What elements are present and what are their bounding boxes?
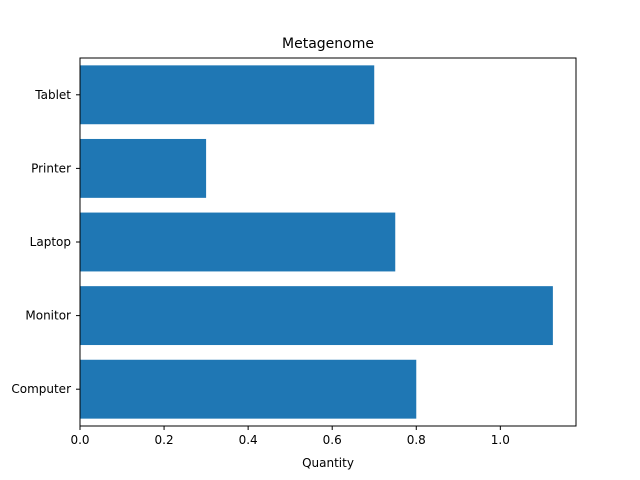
x-axis-label: Quantity	[302, 456, 354, 470]
plot-area-frame	[79, 57, 577, 427]
bar-monitor	[80, 286, 553, 346]
x-tick-label: 0.6	[323, 433, 342, 447]
x-tick-label: 1.0	[491, 433, 510, 447]
y-tick-label-monitor: Monitor	[25, 309, 71, 323]
y-tick-label-laptop: Laptop	[30, 235, 71, 249]
chart-title: Metagenome	[282, 36, 374, 52]
bar-printer	[80, 138, 207, 198]
bar-laptop	[80, 212, 396, 272]
bar-computer	[80, 359, 417, 419]
y-tick-label-computer: Computer	[11, 382, 71, 396]
x-tick-label: 0.4	[239, 433, 258, 447]
y-axis-ticks: Computer Monitor Laptop Printer Tablet	[11, 88, 80, 396]
y-tick-label-tablet: Tablet	[34, 88, 71, 102]
bar-tablet	[80, 65, 375, 125]
x-tick-label: 0.2	[155, 433, 174, 447]
y-tick-label-printer: Printer	[31, 161, 71, 175]
x-axis-ticks: 0.0 0.2 0.4 0.6 0.8 1.0	[70, 426, 510, 447]
bars-group	[80, 65, 553, 419]
x-tick-label: 0.8	[407, 433, 426, 447]
x-tick-label: 0.0	[70, 433, 89, 447]
